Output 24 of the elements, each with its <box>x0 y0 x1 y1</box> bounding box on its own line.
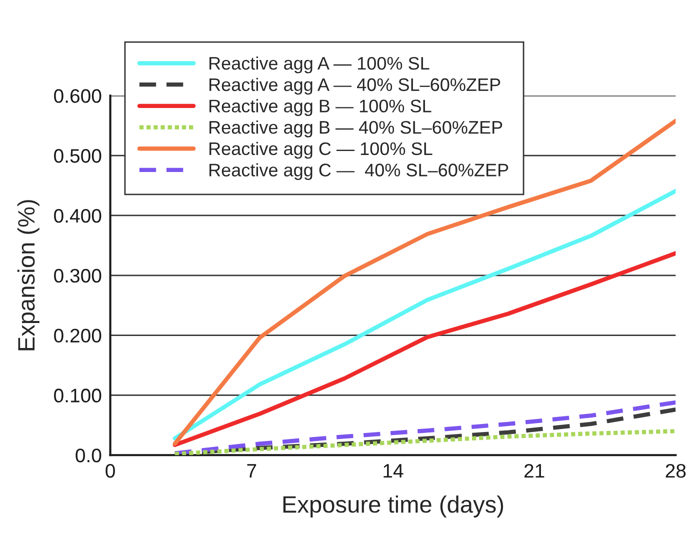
legend-label: Reactive agg C — 100% SL <box>210 142 432 159</box>
y-tick-label: 0.0 <box>76 448 102 462</box>
legend-label: Reactive agg B — 40% SL–60%ZEP <box>210 120 502 138</box>
line-series <box>172 118 676 446</box>
legend-label: Reactive agg A — 100% SL <box>210 56 430 74</box>
y-tick-label: 0.200 <box>54 328 102 343</box>
y-tick-label: 0.500 <box>54 149 102 163</box>
line-series <box>172 429 676 456</box>
y-axis-title: Expansion (%) <box>17 200 40 350</box>
line-series <box>172 188 676 440</box>
legend-label: Reactive agg A — 40% SL–60%ZEP <box>210 78 500 95</box>
y-tick-label: 0.100 <box>54 388 102 402</box>
x-tick-label: 14 <box>384 464 404 478</box>
x-tick-label: 7 <box>247 464 256 478</box>
x-tick-label: 0 <box>106 464 115 478</box>
x-tick-label: 21 <box>524 464 544 478</box>
x-tick-label: 28 <box>666 464 686 478</box>
legend-label: Reactive agg C — 40% SL–60%ZEP <box>210 163 508 180</box>
x-axis-title: Exposure time (days) <box>283 495 504 518</box>
legend-label: Reactive agg B — 100% SL <box>210 99 432 116</box>
line-series <box>172 251 676 448</box>
y-tick-label: 0.300 <box>54 268 102 283</box>
y-tick-label: 0.600 <box>54 89 102 103</box>
y-tick-label: 0.400 <box>54 208 102 223</box>
